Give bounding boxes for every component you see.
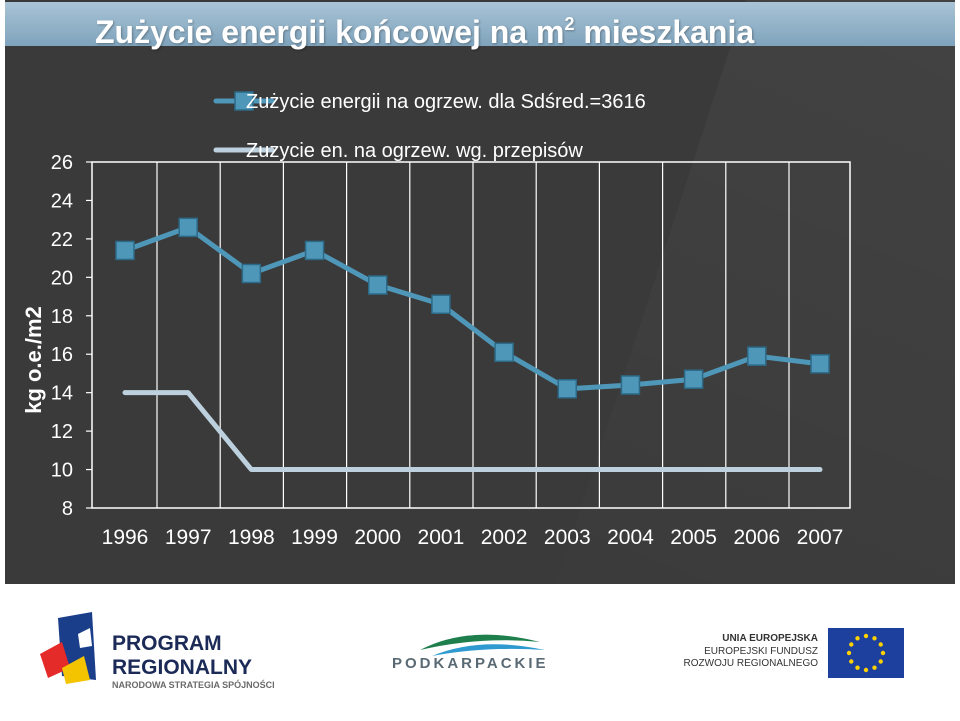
eu-flag-stars — [846, 633, 886, 673]
footer-logo-strip: PROGRAM REGIONALNY NARODOWA STRATEGIA SP… — [40, 612, 904, 690]
data-point — [620, 375, 641, 395]
eu-star — [855, 636, 860, 641]
line-chart: 8 10 12 14 16 18 20 22 24 26 1996 1997 1998 1999 2000… — [51, 91, 851, 549]
data-point — [367, 275, 388, 295]
x-tick-label: 1997 — [165, 526, 212, 549]
y-tick-label: 24 — [51, 190, 73, 212]
series-line — [122, 390, 823, 473]
data-point — [494, 342, 514, 363]
data-point — [810, 354, 830, 374]
x-tick-label: 2004 — [607, 526, 654, 549]
x-tick-label: 1999 — [291, 526, 338, 549]
program-regionalny-line1: PROGRAM — [112, 632, 222, 655]
eu-star — [878, 659, 883, 664]
chart-lines — [122, 224, 823, 473]
x-tick-label: 2001 — [418, 526, 465, 549]
eu-star — [863, 633, 869, 639]
footer-logos: PROGRAM REGIONALNY NARODOWA STRATEGIA SP… — [0, 584, 960, 716]
eu-star — [872, 665, 877, 670]
podkarpackie-text: PODKARPACKIE — [392, 655, 549, 672]
data-point — [304, 240, 325, 261]
eu-star — [849, 642, 854, 647]
title-bar — [5, 2, 955, 46]
y-tick-label: 18 — [51, 306, 73, 328]
x-tick-label: 2006 — [733, 526, 780, 549]
series-line — [122, 224, 823, 392]
x-tick-label: 2007 — [797, 526, 844, 549]
y-tick-labels: 8 10 12 14 16 18 20 22 24 26 — [51, 152, 92, 520]
legend-label: Zuzycie en. na ogrzew. wg. przepisów — [246, 140, 583, 162]
data-point — [178, 217, 198, 238]
y-tick-label: 14 — [51, 383, 73, 405]
y-tick-label: 20 — [51, 267, 73, 289]
y-tick-label: 26 — [51, 152, 73, 174]
x-tick-label: 1998 — [228, 526, 275, 549]
legend-marker — [234, 91, 254, 111]
eu-star — [863, 667, 869, 673]
eu-star — [846, 650, 852, 656]
eu-star — [880, 650, 886, 656]
eu-star — [878, 642, 883, 647]
x-tick-label: 1996 — [102, 526, 149, 549]
y-tick-label: 22 — [51, 229, 73, 251]
data-point — [241, 263, 262, 284]
program-regionalny-line3: NARODOWA STRATEGIA SPÓJNOŚCI — [112, 679, 275, 690]
program-regionalny-logo: PROGRAM REGIONALNY NARODOWA STRATEGIA SP… — [40, 612, 275, 690]
x-tick-labels: 1996 1997 1998 1999 2000 2001 2002 2003 2004 2005… — [102, 526, 844, 549]
data-point — [115, 240, 135, 261]
eu-logo: UNIA EUROPEJSKA EUROPEJSKI FUNDUSZ ROZWO… — [684, 628, 904, 678]
data-point — [557, 379, 578, 399]
podkarpackie-logo: PODKARPACKIE — [392, 634, 549, 672]
x-tick-label: 2005 — [670, 526, 717, 549]
y-tick-label: 10 — [51, 460, 73, 482]
x-tick-label: 2003 — [544, 526, 591, 549]
chart-grid — [91, 161, 851, 509]
eu-star — [872, 636, 877, 641]
eu-line2: EUROPEJSKI FUNDUSZ — [704, 646, 818, 657]
eu-line1: UNIA EUROPEJSKA — [722, 633, 818, 644]
y-tick-label: 8 — [62, 498, 73, 520]
y-tick-label: 16 — [51, 344, 73, 366]
eu-star — [849, 659, 854, 664]
eu-star — [855, 665, 860, 670]
page-title: Zużycie energii końcowej na m2 mieszkani… — [95, 14, 755, 50]
x-tick-label: 2002 — [481, 526, 528, 549]
data-point — [431, 294, 451, 314]
legend-label: Zużycie energii na ogrzew. dla Sdśred.=3… — [246, 91, 646, 113]
chart-legend: Zużycie energii na ogrzew. dla Sdśred.=3… — [213, 91, 646, 162]
eu-line3: ROZWOJU REGIONALNEGO — [684, 658, 819, 669]
slide-background — [5, 0, 955, 584]
plot-area-border — [91, 161, 851, 509]
chart-markers — [115, 217, 830, 399]
data-point — [747, 346, 767, 366]
x-tick-label: 2000 — [354, 526, 401, 549]
program-regionalny-line2: REGIONALNY — [112, 656, 252, 679]
y-tick-label: 12 — [51, 421, 73, 443]
data-point — [683, 369, 704, 389]
